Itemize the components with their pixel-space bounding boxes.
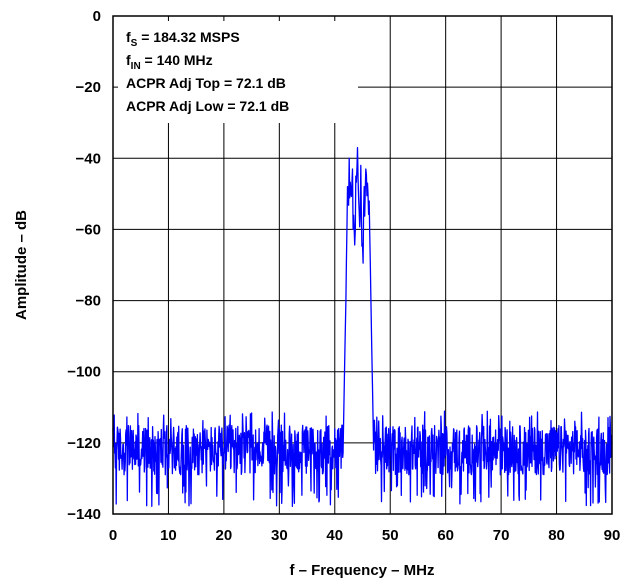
x-tick-label: 30 xyxy=(271,527,288,544)
y-tick-label: −120 xyxy=(67,435,101,452)
x-tick-label: 60 xyxy=(437,527,454,544)
y-tick-label: −40 xyxy=(76,150,101,167)
x-tick-label: 20 xyxy=(216,527,233,544)
y-tick-label: −60 xyxy=(76,221,101,238)
y-tick-label: −20 xyxy=(76,79,101,96)
spectrum-trace xyxy=(112,146,613,508)
plot-frame xyxy=(112,15,613,515)
y-tick-label: −140 xyxy=(67,506,101,523)
annotations: fS = 184.32 MSPS fIN = 140 MHz ACPR Adj To… xyxy=(126,29,289,114)
annotation-box xyxy=(118,21,358,123)
y-tick-label: −100 xyxy=(67,364,101,381)
x-tick-label: 80 xyxy=(548,527,565,544)
x-tick-label: 0 xyxy=(109,527,117,544)
annotation-line: fS = 184.32 MSPS xyxy=(126,29,240,49)
annotation-line: fIN = 140 MHz xyxy=(126,52,213,72)
plot-area xyxy=(112,146,613,508)
x-tick-label: 70 xyxy=(493,527,510,544)
annotation-line: ACPR Adj Low = 72.1 dB xyxy=(126,98,289,114)
x-tick-label: 40 xyxy=(326,527,343,544)
x-tick-label: 10 xyxy=(160,527,177,544)
x-axis-ticks: 0 10 20 30 40 50 60 70 80 90 xyxy=(109,527,621,544)
y-tick-label: 0 xyxy=(93,8,101,25)
x-tick-label: 90 xyxy=(604,527,621,544)
y-tick-label: −80 xyxy=(76,293,101,310)
annotation-line: ACPR Adj Top = 72.1 dB xyxy=(126,75,286,91)
y-axis-title: Amplitude – dB xyxy=(13,210,30,320)
x-axis-title: f – Frequency – MHz xyxy=(289,562,434,579)
x-tick-label: 50 xyxy=(382,527,399,544)
y-axis-ticks: 0 −20 −40 −60 −80 −100 −120 −140 xyxy=(67,8,101,523)
